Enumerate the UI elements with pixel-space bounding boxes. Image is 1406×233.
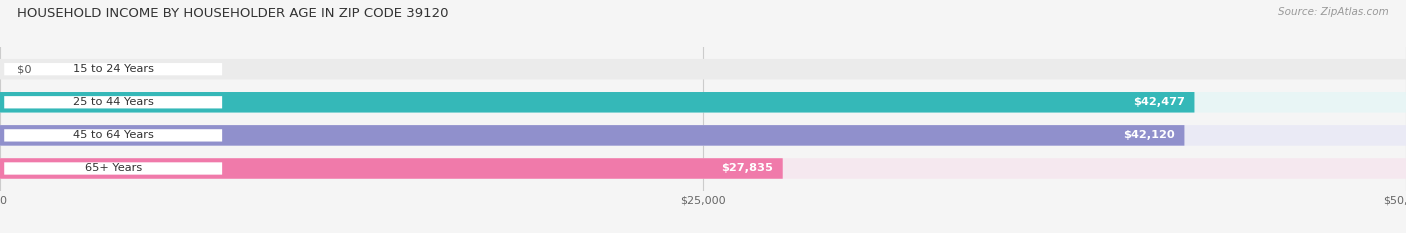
FancyBboxPatch shape [4, 129, 222, 141]
FancyBboxPatch shape [4, 96, 222, 108]
FancyBboxPatch shape [0, 59, 1406, 79]
FancyBboxPatch shape [0, 158, 1406, 179]
Text: $42,120: $42,120 [1123, 130, 1174, 140]
Text: 45 to 64 Years: 45 to 64 Years [73, 130, 153, 140]
FancyBboxPatch shape [4, 162, 222, 175]
Text: 25 to 44 Years: 25 to 44 Years [73, 97, 153, 107]
Text: Source: ZipAtlas.com: Source: ZipAtlas.com [1278, 7, 1389, 17]
Text: 65+ Years: 65+ Years [84, 164, 142, 174]
FancyBboxPatch shape [0, 92, 1195, 113]
FancyBboxPatch shape [0, 92, 1406, 113]
FancyBboxPatch shape [4, 63, 222, 75]
Text: 15 to 24 Years: 15 to 24 Years [73, 64, 153, 74]
Text: $42,477: $42,477 [1133, 97, 1185, 107]
Text: $27,835: $27,835 [721, 164, 773, 174]
Text: $0: $0 [17, 64, 31, 74]
FancyBboxPatch shape [0, 158, 783, 179]
Text: HOUSEHOLD INCOME BY HOUSEHOLDER AGE IN ZIP CODE 39120: HOUSEHOLD INCOME BY HOUSEHOLDER AGE IN Z… [17, 7, 449, 20]
FancyBboxPatch shape [0, 125, 1406, 146]
FancyBboxPatch shape [0, 125, 1184, 146]
